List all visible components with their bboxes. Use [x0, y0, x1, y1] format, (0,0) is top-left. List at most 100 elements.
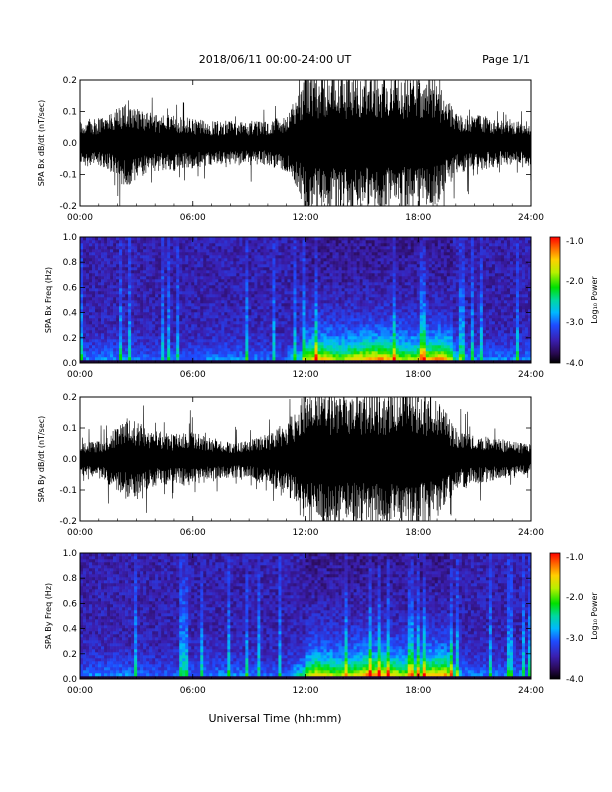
spectrogram-cell	[197, 336, 201, 340]
spectrogram-cell	[269, 321, 273, 325]
spectrogram-cell	[152, 321, 156, 325]
spectrogram-cell	[296, 240, 300, 244]
spectrogram-cell	[218, 285, 222, 289]
spectrogram-cell	[197, 324, 201, 328]
spectrogram-cell	[230, 243, 234, 247]
spectrogram-cell	[98, 297, 102, 301]
spectrogram-cell	[413, 258, 418, 262]
spectrogram-cell	[161, 315, 165, 319]
spectrogram-cell	[320, 258, 324, 262]
y-tick-label: 0.1	[63, 108, 77, 118]
spectrogram-cell	[389, 360, 393, 364]
spectrogram-cell	[98, 312, 102, 316]
spectrogram-cell	[335, 321, 339, 325]
spectrogram-cell	[155, 276, 159, 280]
spectrogram-cell	[311, 273, 315, 277]
spectrogram-cell	[350, 303, 354, 307]
spectrogram-cell	[410, 300, 415, 304]
spectrogram-cell	[353, 303, 357, 307]
spectrogram-cell	[371, 327, 375, 331]
spectrogram-cell	[275, 312, 279, 316]
spectrogram-cell	[89, 246, 93, 250]
spectrogram-cell	[203, 273, 207, 277]
spectrogram-cell	[182, 333, 186, 337]
spectrogram-cell	[320, 276, 324, 280]
spectrogram-cell	[239, 279, 243, 283]
spectrogram-cell	[386, 297, 390, 301]
spectrogram-cell	[164, 348, 168, 352]
spectrogram-cell	[302, 327, 306, 331]
spectrogram-cell	[428, 336, 433, 340]
spectrogram-cell	[218, 333, 222, 337]
spectrogram-cell	[377, 342, 381, 346]
spectrogram-cell	[254, 261, 258, 265]
spectrogram-cell	[263, 354, 267, 358]
spectrogram-cell	[383, 246, 387, 250]
spectrogram-cell	[380, 249, 384, 253]
spectrogram-cell	[101, 261, 105, 265]
spectrogram-cell	[365, 261, 369, 265]
spectrogram-cell	[425, 252, 430, 256]
spectrogram-cell	[290, 258, 294, 262]
spectrogram-cell	[179, 237, 183, 241]
spectrogram-cell	[428, 324, 433, 328]
spectrogram-cell	[359, 297, 363, 301]
spectrogram-cell	[233, 333, 237, 337]
spectrogram-cell	[224, 249, 228, 253]
spectrogram-cell	[422, 276, 427, 280]
spectrogram-cell	[311, 264, 315, 268]
spectrogram-cell	[188, 282, 192, 286]
spectrogram-cell	[302, 291, 306, 295]
spectrogram-cell	[122, 309, 126, 313]
spectrogram-cell	[344, 264, 348, 268]
spectrogram-cell	[398, 282, 403, 286]
spectrogram-cell	[323, 342, 327, 346]
spectrogram-cell	[188, 237, 192, 241]
spectrogram-cell	[221, 258, 225, 262]
spectrogram-cell	[332, 324, 336, 328]
spectrogram-cell	[329, 237, 333, 241]
spectrogram-cell	[146, 357, 150, 361]
spectrogram-cell	[371, 348, 375, 352]
spectrogram-cell	[203, 237, 207, 241]
spectrogram-cell	[386, 321, 390, 325]
spectrogram-cell	[167, 297, 171, 301]
spectrogram-cell	[341, 330, 345, 334]
spectrogram-cell	[281, 318, 285, 322]
spectrogram-cell	[332, 345, 336, 349]
spectrogram-cell	[254, 264, 258, 268]
spectrogram-cell	[299, 249, 303, 253]
spectrogram-cell	[251, 330, 255, 334]
spectrogram-cell	[383, 267, 387, 271]
spectrogram-cell	[233, 300, 237, 304]
spectrogram-cell	[422, 315, 427, 319]
spectrogram-cell	[158, 261, 162, 265]
spectrogram-cell	[110, 291, 114, 295]
spectrogram-cell	[143, 297, 147, 301]
spectrogram-cell	[296, 312, 300, 316]
spectrogram-cell	[227, 348, 231, 352]
spectrogram-cell	[233, 324, 237, 328]
spectrogram-cell	[398, 342, 403, 346]
spectrogram-cell	[191, 345, 195, 349]
spectrogram-cell	[380, 312, 384, 316]
spectrogram-cell	[326, 249, 330, 253]
spectrogram-cell	[221, 246, 225, 250]
spectrogram-cell	[398, 270, 403, 274]
spectrogram-cell	[272, 342, 276, 346]
spectrogram-cell	[161, 321, 165, 325]
spectrogram-cell	[158, 357, 162, 361]
spectrogram-cell	[353, 315, 357, 319]
spectrogram-cell	[320, 342, 324, 346]
spectrogram-cell	[146, 288, 150, 292]
spectrogram-cell	[377, 309, 381, 313]
spectrogram-cell	[305, 291, 309, 295]
spectrogram-cell	[197, 318, 201, 322]
spectrogram-cell	[263, 246, 267, 250]
spectrogram-cell	[239, 252, 243, 256]
spectrogram-cell	[413, 321, 418, 325]
spectrogram-cell	[377, 330, 381, 334]
spectrogram-cell	[143, 354, 147, 358]
spectrogram-cell	[371, 297, 375, 301]
spectrogram-cell	[107, 303, 111, 307]
